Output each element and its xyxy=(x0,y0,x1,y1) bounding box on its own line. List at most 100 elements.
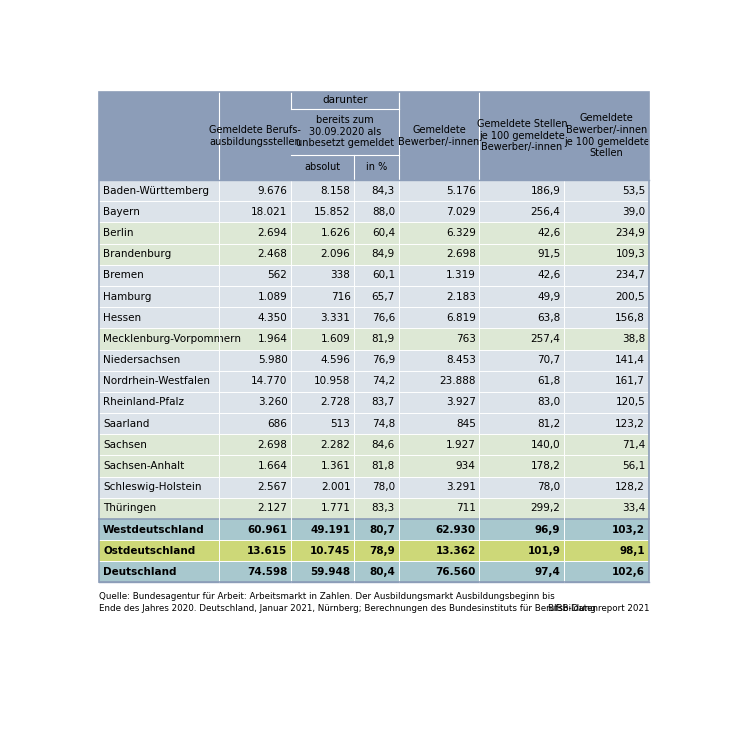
Text: 5.176: 5.176 xyxy=(446,186,476,196)
Text: 156,8: 156,8 xyxy=(615,313,645,323)
Bar xyxy=(99,243,649,265)
Text: 80,4: 80,4 xyxy=(369,567,395,577)
Text: Rheinland-Pfalz: Rheinland-Pfalz xyxy=(103,398,184,407)
Text: Hessen: Hessen xyxy=(103,313,141,323)
Text: 2.468: 2.468 xyxy=(258,249,288,260)
Text: 76,6: 76,6 xyxy=(372,313,395,323)
Bar xyxy=(99,307,649,328)
Text: 845: 845 xyxy=(456,419,476,428)
Bar xyxy=(99,91,649,583)
Text: 65,7: 65,7 xyxy=(372,292,395,302)
Text: 161,7: 161,7 xyxy=(615,376,645,386)
Bar xyxy=(99,328,649,349)
Text: 102,6: 102,6 xyxy=(612,567,645,577)
Text: 71,4: 71,4 xyxy=(622,440,645,450)
Text: 186,9: 186,9 xyxy=(531,186,561,196)
Text: 140,0: 140,0 xyxy=(531,440,561,450)
Text: 934: 934 xyxy=(456,461,476,471)
Text: 39,0: 39,0 xyxy=(622,207,645,217)
Text: 78,9: 78,9 xyxy=(369,545,395,556)
Text: Mecklenburg-Vorpommern: Mecklenburg-Vorpommern xyxy=(103,334,241,344)
Text: 42,6: 42,6 xyxy=(537,228,561,238)
Text: 338: 338 xyxy=(331,270,350,281)
Text: 141,4: 141,4 xyxy=(615,355,645,365)
Bar xyxy=(99,519,649,540)
Text: 2.567: 2.567 xyxy=(258,482,288,492)
Text: Baden-Württemberg: Baden-Württemberg xyxy=(103,186,209,196)
Text: 13.615: 13.615 xyxy=(247,545,288,556)
Text: 9.676: 9.676 xyxy=(258,186,288,196)
Text: Deutschland: Deutschland xyxy=(103,567,177,577)
Text: 98,1: 98,1 xyxy=(620,545,645,556)
Text: Gemeldete
Bewerber/-innen
je 100 gemeldete
Stellen: Gemeldete Bewerber/-innen je 100 gemelde… xyxy=(564,113,650,158)
Text: 7.029: 7.029 xyxy=(446,207,476,217)
Text: 2.698: 2.698 xyxy=(258,440,288,450)
Bar xyxy=(99,265,649,286)
Text: Westdeutschland: Westdeutschland xyxy=(103,525,205,534)
Text: 78,0: 78,0 xyxy=(372,482,395,492)
Text: in %: in % xyxy=(366,162,387,173)
Text: 84,3: 84,3 xyxy=(372,186,395,196)
Text: 234,7: 234,7 xyxy=(615,270,645,281)
Text: bereits zum
30.09.2020 als
unbesetzt gemeldet: bereits zum 30.09.2020 als unbesetzt gem… xyxy=(296,115,394,148)
Text: 74,2: 74,2 xyxy=(372,376,395,386)
Text: 83,7: 83,7 xyxy=(372,398,395,407)
Text: BIBB-Datenreport 2021: BIBB-Datenreport 2021 xyxy=(548,604,649,613)
Text: Sachsen: Sachsen xyxy=(103,440,147,450)
Text: 62.930: 62.930 xyxy=(436,525,476,534)
Text: 78,0: 78,0 xyxy=(537,482,561,492)
Text: 103,2: 103,2 xyxy=(612,525,645,534)
Text: Thüringen: Thüringen xyxy=(103,504,156,513)
Text: Ende des Jahres 2020. Deutschland, Januar 2021, Nürnberg; Berechnungen des Bunde: Ende des Jahres 2020. Deutschland, Janua… xyxy=(99,604,596,613)
Text: 686: 686 xyxy=(268,419,288,428)
Text: 15.852: 15.852 xyxy=(314,207,350,217)
Text: Bayern: Bayern xyxy=(103,207,140,217)
Bar xyxy=(99,392,649,413)
Text: Gemeldete Berufs-
ausbildungsstellen: Gemeldete Berufs- ausbildungsstellen xyxy=(209,125,301,147)
Text: 56,1: 56,1 xyxy=(622,461,645,471)
Text: 1.771: 1.771 xyxy=(320,504,350,513)
Text: 14.770: 14.770 xyxy=(251,376,288,386)
Text: 234,9: 234,9 xyxy=(615,228,645,238)
Bar xyxy=(99,349,649,371)
Text: 128,2: 128,2 xyxy=(615,482,645,492)
Bar xyxy=(99,434,649,455)
Text: 1.319: 1.319 xyxy=(446,270,476,281)
Text: 10.745: 10.745 xyxy=(310,545,350,556)
Bar xyxy=(99,222,649,243)
Text: 2.728: 2.728 xyxy=(320,398,350,407)
Text: 257,4: 257,4 xyxy=(531,334,561,344)
Text: 1.626: 1.626 xyxy=(320,228,350,238)
Bar xyxy=(99,201,649,222)
Text: 6.819: 6.819 xyxy=(446,313,476,323)
Text: Gemeldete Stellen
je 100 gemeldete
Bewerber/-innen: Gemeldete Stellen je 100 gemeldete Bewer… xyxy=(477,119,567,153)
Text: 60,1: 60,1 xyxy=(372,270,395,281)
Text: 60.961: 60.961 xyxy=(247,525,288,534)
Bar xyxy=(99,91,649,180)
Text: Berlin: Berlin xyxy=(103,228,134,238)
Text: 3.291: 3.291 xyxy=(446,482,476,492)
Text: 3.331: 3.331 xyxy=(320,313,350,323)
Text: 13.362: 13.362 xyxy=(435,545,476,556)
Text: 74.598: 74.598 xyxy=(247,567,288,577)
Bar xyxy=(99,286,649,307)
Text: Hamburg: Hamburg xyxy=(103,292,151,302)
Text: 74,8: 74,8 xyxy=(372,419,395,428)
Text: 23.888: 23.888 xyxy=(439,376,476,386)
Bar xyxy=(99,498,649,519)
Text: 83,0: 83,0 xyxy=(537,398,561,407)
Text: 88,0: 88,0 xyxy=(372,207,395,217)
Text: 2.127: 2.127 xyxy=(258,504,288,513)
Text: 562: 562 xyxy=(268,270,288,281)
Text: 60,4: 60,4 xyxy=(372,228,395,238)
Text: 42,6: 42,6 xyxy=(537,270,561,281)
Bar xyxy=(99,413,649,434)
Text: 1.927: 1.927 xyxy=(446,440,476,450)
Text: 2.183: 2.183 xyxy=(446,292,476,302)
Text: Bremen: Bremen xyxy=(103,270,144,281)
Bar xyxy=(99,371,649,392)
Text: 1.609: 1.609 xyxy=(320,334,350,344)
Text: Niedersachsen: Niedersachsen xyxy=(103,355,180,365)
Text: 61,8: 61,8 xyxy=(537,376,561,386)
Text: 49,9: 49,9 xyxy=(537,292,561,302)
